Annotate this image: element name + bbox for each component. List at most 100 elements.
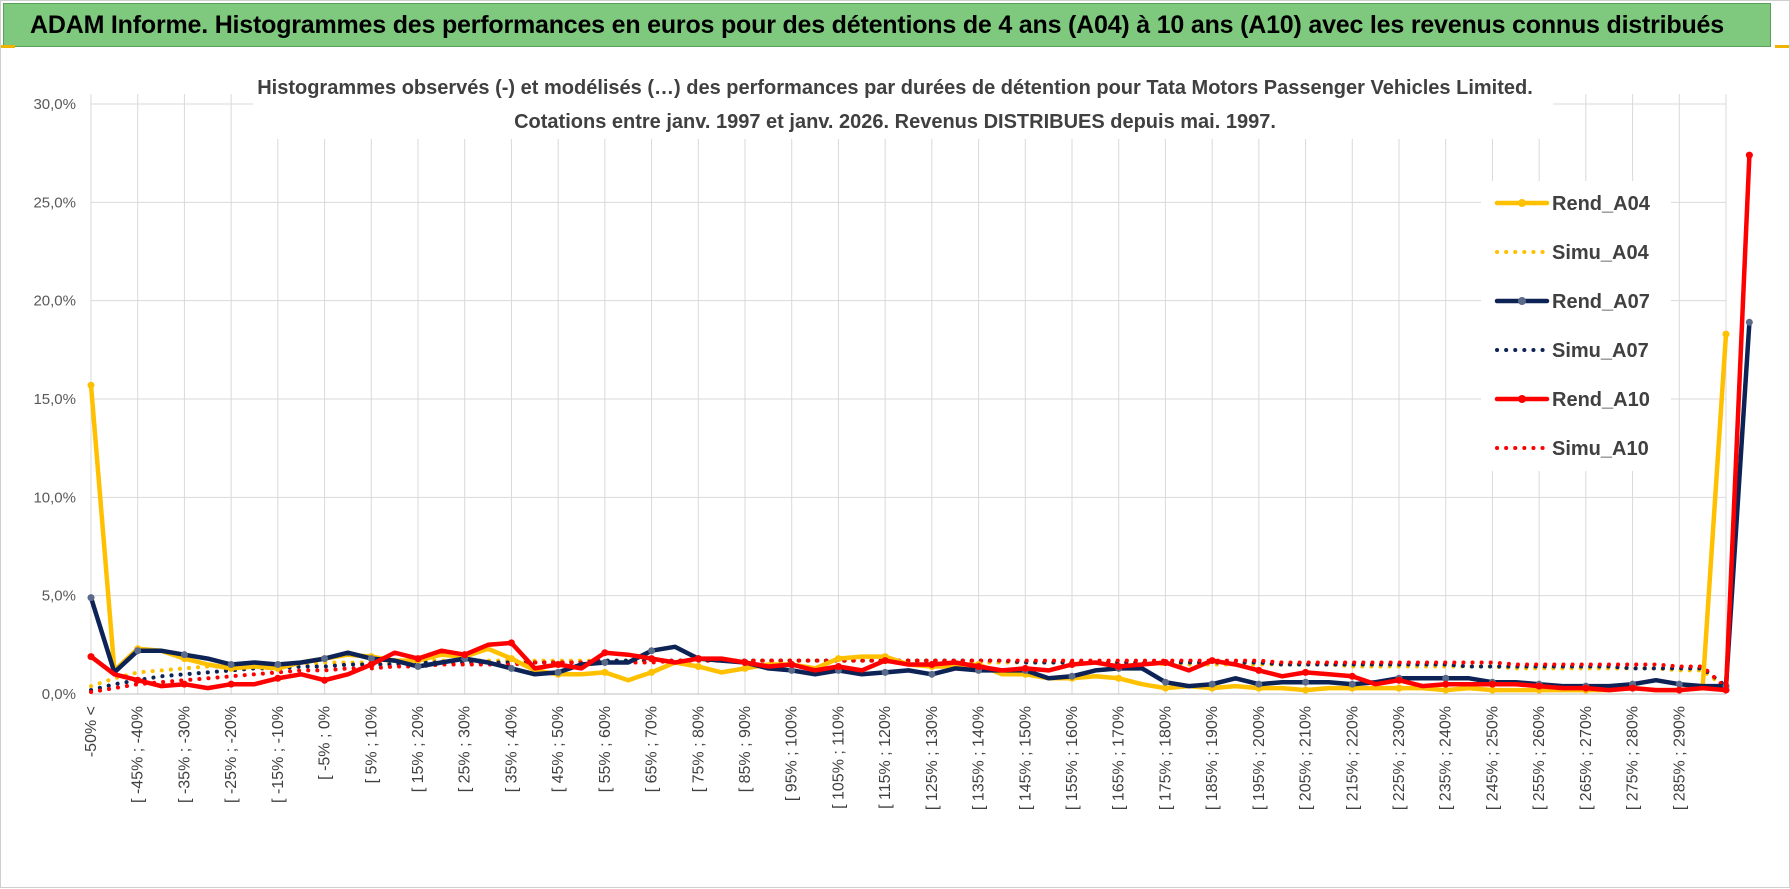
data-point-Rend_A04 [507,655,515,663]
corner-accent-right [1775,45,1789,48]
x-tick-label: [ 175% ; 180% [1157,706,1174,810]
x-tick-label: [ 115% ; 120% [877,706,894,809]
data-point-Rend_A04 [1115,674,1123,682]
legend: Rend_A04 Simu_A04 Rend_A07 Simu_A07 Rend_A10… [1481,181,1671,471]
x-tick-label: [ 5% ; 10% [363,706,380,783]
x-tick-label: [ 35% ; 40% [503,706,520,792]
data-point-Rend_A07 [227,661,235,668]
data-point-Rend_A07 [414,662,422,670]
x-tick-label: [ -35% ; -30% [176,706,193,803]
data-point-Rend_A04 [1395,684,1403,692]
x-tick-label: [ 255% ; 260% [1531,706,1548,810]
data-point-Rend_A10 [928,661,936,668]
data-point-Rend_A10 [134,676,142,684]
y-tick-label: 5,0% [42,588,76,605]
data-point-Rend_A04 [694,662,702,670]
data-point-Rend_A04 [1161,684,1169,692]
data-point-Rend_A07 [1675,680,1683,688]
data-point-Rend_A04 [1302,686,1310,694]
data-point-Rend_A10 [1745,151,1753,159]
data-point-Rend_A10 [788,661,796,668]
x-tick-label: [ 15% ; 20% [410,706,427,792]
data-point-Rend_A07 [1255,680,1263,688]
data-point-Rend_A07 [788,666,796,674]
x-tick-label: [ -25% ; -20% [223,706,240,803]
data-point-Rend_A07 [321,655,329,663]
x-tick-label: [ 265% ; 270% [1578,706,1595,810]
legend-label-Rend_A10: Rend_A10 [1552,389,1650,411]
data-point-Rend_A10 [1582,684,1590,692]
x-tick-label: [ 95% ; 100% [784,706,801,801]
data-point-Rend_A07 [554,668,562,676]
y-tick-label: 30,0% [33,96,76,113]
data-point-Rend_A07 [134,647,142,655]
data-point-Rend_A10 [881,657,889,665]
x-tick-label: [ 195% ; 200% [1251,706,1268,810]
legend-label-Simu_A10: Simu_A10 [1552,438,1649,460]
data-point-Rend_A07 [1745,318,1753,326]
series-line-Rend_A10 [88,152,1752,693]
y-tick-label: 25,0% [33,194,76,211]
data-point-Rend_A10 [1302,668,1310,676]
x-tick-label: [ 185% ; 190% [1204,706,1221,810]
legend-marker-Rend_A10 [1518,395,1526,403]
data-point-Rend_A10 [1629,684,1637,692]
data-point-Rend_A07 [1068,672,1076,680]
data-point-Rend_A04 [834,655,842,663]
data-point-Rend_A10 [1348,672,1356,680]
legend-background [1481,181,1671,471]
data-point-Rend_A10 [975,662,983,670]
data-point-Rend_A07 [601,659,609,667]
data-point-Rend_A10 [1722,686,1730,694]
x-tick-label: [ 275% ; 280% [1625,706,1642,810]
x-tick-label: [ 225% ; 230% [1391,706,1408,810]
x-tick-label: [ 55% ; 60% [597,706,614,792]
chart-title-line-2: Cotations entre janv. 1997 et janv. 2026… [514,111,1276,133]
report-banner: ADAM Informe. Histogrammes des performan… [3,3,1771,47]
data-point-Rend_A07 [180,651,188,659]
data-point-Rend_A07 [274,661,282,668]
x-tick-label: [ 155% ; 160% [1064,706,1081,810]
data-point-Rend_A07 [928,670,936,678]
legend-marker-Rend_A07 [1518,297,1526,305]
data-point-Rend_A10 [414,655,422,663]
data-point-Rend_A10 [321,676,329,684]
chart-title-line-1: Histogrammes observés (-) et modélisés (… [257,77,1533,99]
data-point-Rend_A10 [648,655,656,663]
data-point-Rend_A10 [180,680,188,688]
data-point-Rend_A10 [1161,659,1169,667]
corner-accent-left [1,45,15,48]
data-point-Rend_A10 [1488,680,1496,688]
data-point-Rend_A07 [87,594,95,602]
data-point-Rend_A04 [87,381,95,389]
legend-label-Simu_A04: Simu_A04 [1552,242,1650,264]
data-point-Rend_A07 [507,664,515,672]
grid-layer [90,94,1727,695]
data-point-Rend_A10 [601,649,609,657]
x-tick-label: [ 215% ; 220% [1344,706,1361,810]
x-axis-ticks: -50% < [ -45% ; -40% [ -35% ; -30% [ -25% ;… [83,706,1688,810]
legend-label-Simu_A07: Simu_A07 [1552,340,1649,362]
data-point-Rend_A10 [741,659,749,667]
data-point-Rend_A04 [601,668,609,676]
data-point-Rend_A04 [1442,686,1450,694]
data-point-Rend_A10 [1535,682,1543,690]
data-point-Rend_A07 [1208,680,1216,688]
y-axis-ticks: 0,0% 5,0% 10,0% 15,0% 20,0% 25,0% 30,0% [33,96,76,703]
x-tick-label: [ 125% ; 130% [924,706,941,810]
data-point-Rend_A07 [1161,678,1169,686]
x-tick-label: [ 245% ; 250% [1484,706,1501,810]
x-tick-label: [ 145% ; 150% [1017,706,1034,810]
report-title: ADAM Informe. Histogrammes des performan… [30,11,1724,39]
x-tick-label: [ 75% ; 80% [690,706,707,792]
x-tick-label: [ 135% ; 140% [971,706,988,810]
y-tick-label: 10,0% [33,489,76,506]
data-point-Rend_A07 [1348,680,1356,688]
series-line-Rend_A07 [88,320,1752,689]
x-tick-label: [ -5% ; 0% [317,706,334,780]
data-point-Rend_A10 [274,674,282,682]
data-point-Rend_A10 [1208,657,1216,665]
data-point-Rend_A10 [1255,666,1263,674]
data-point-Rend_A10 [461,651,469,659]
